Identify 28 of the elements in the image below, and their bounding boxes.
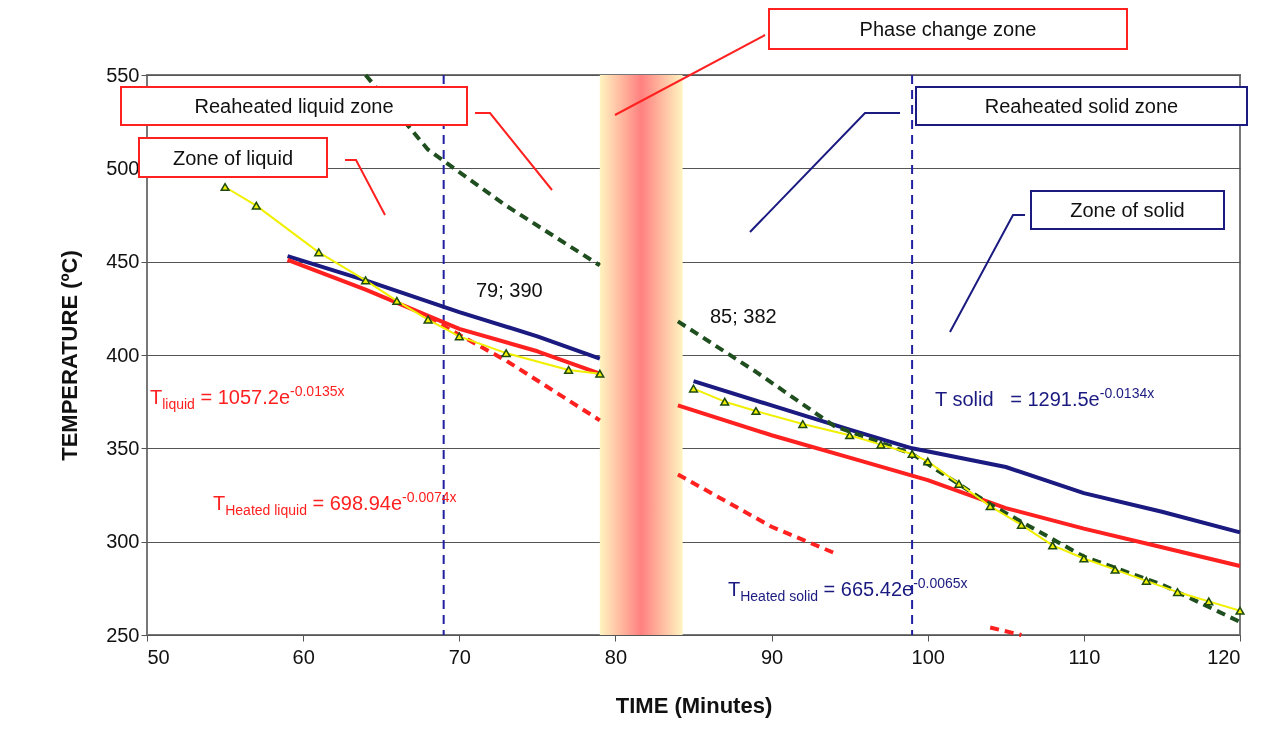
annotation: T solid = 1291.5e$^{-0.0134x}$ bbox=[935, 385, 1155, 410]
x-tick-label: 100 bbox=[911, 645, 945, 668]
annotation: T$_{Heated liquid}$ = 698.94e$^{-0.0074x}$ bbox=[213, 489, 457, 518]
y-tick-label: 350 bbox=[106, 436, 140, 459]
annotation: 85; 382 bbox=[710, 305, 777, 327]
x-tick-label: 70 bbox=[448, 645, 471, 668]
annotation: T$_{Heated solid}$ = 665.42e$^{-0.0065x}$ bbox=[728, 575, 968, 604]
y-tick-label: 500 bbox=[106, 156, 140, 179]
annotation: 79; 390 bbox=[476, 279, 543, 301]
callout-box: Reaheated solid zone bbox=[915, 86, 1248, 126]
x-tick-label: 110 bbox=[1068, 645, 1101, 668]
y-tick-label: 300 bbox=[106, 530, 140, 553]
x-tick-label: 90 bbox=[760, 645, 784, 668]
x-axis-title: TIME (Minutes) bbox=[615, 692, 773, 718]
annotation: T$_{liquid}$ = 1057.2e$^{-0.0135x}$ bbox=[150, 383, 345, 412]
y-tick-label: 450 bbox=[106, 250, 140, 273]
callout-box: Reaheated liquid zone bbox=[120, 86, 468, 126]
y-tick-label: 400 bbox=[106, 343, 140, 366]
x-tick-label: 50 bbox=[147, 645, 170, 668]
callout-box: Phase change zone bbox=[768, 8, 1128, 50]
y-tick-label: 250 bbox=[106, 623, 140, 646]
x-tick-label: 120 bbox=[1207, 645, 1241, 668]
callout-box: Zone of solid bbox=[1030, 190, 1225, 230]
x-tick-label: 80 bbox=[604, 645, 628, 668]
y-tick-label: 550 bbox=[106, 63, 140, 86]
y-axis-title: TEMPERATURE (ºC) bbox=[57, 250, 83, 461]
callout-box: Zone of liquid bbox=[138, 137, 328, 178]
x-tick-label: 60 bbox=[292, 645, 315, 668]
